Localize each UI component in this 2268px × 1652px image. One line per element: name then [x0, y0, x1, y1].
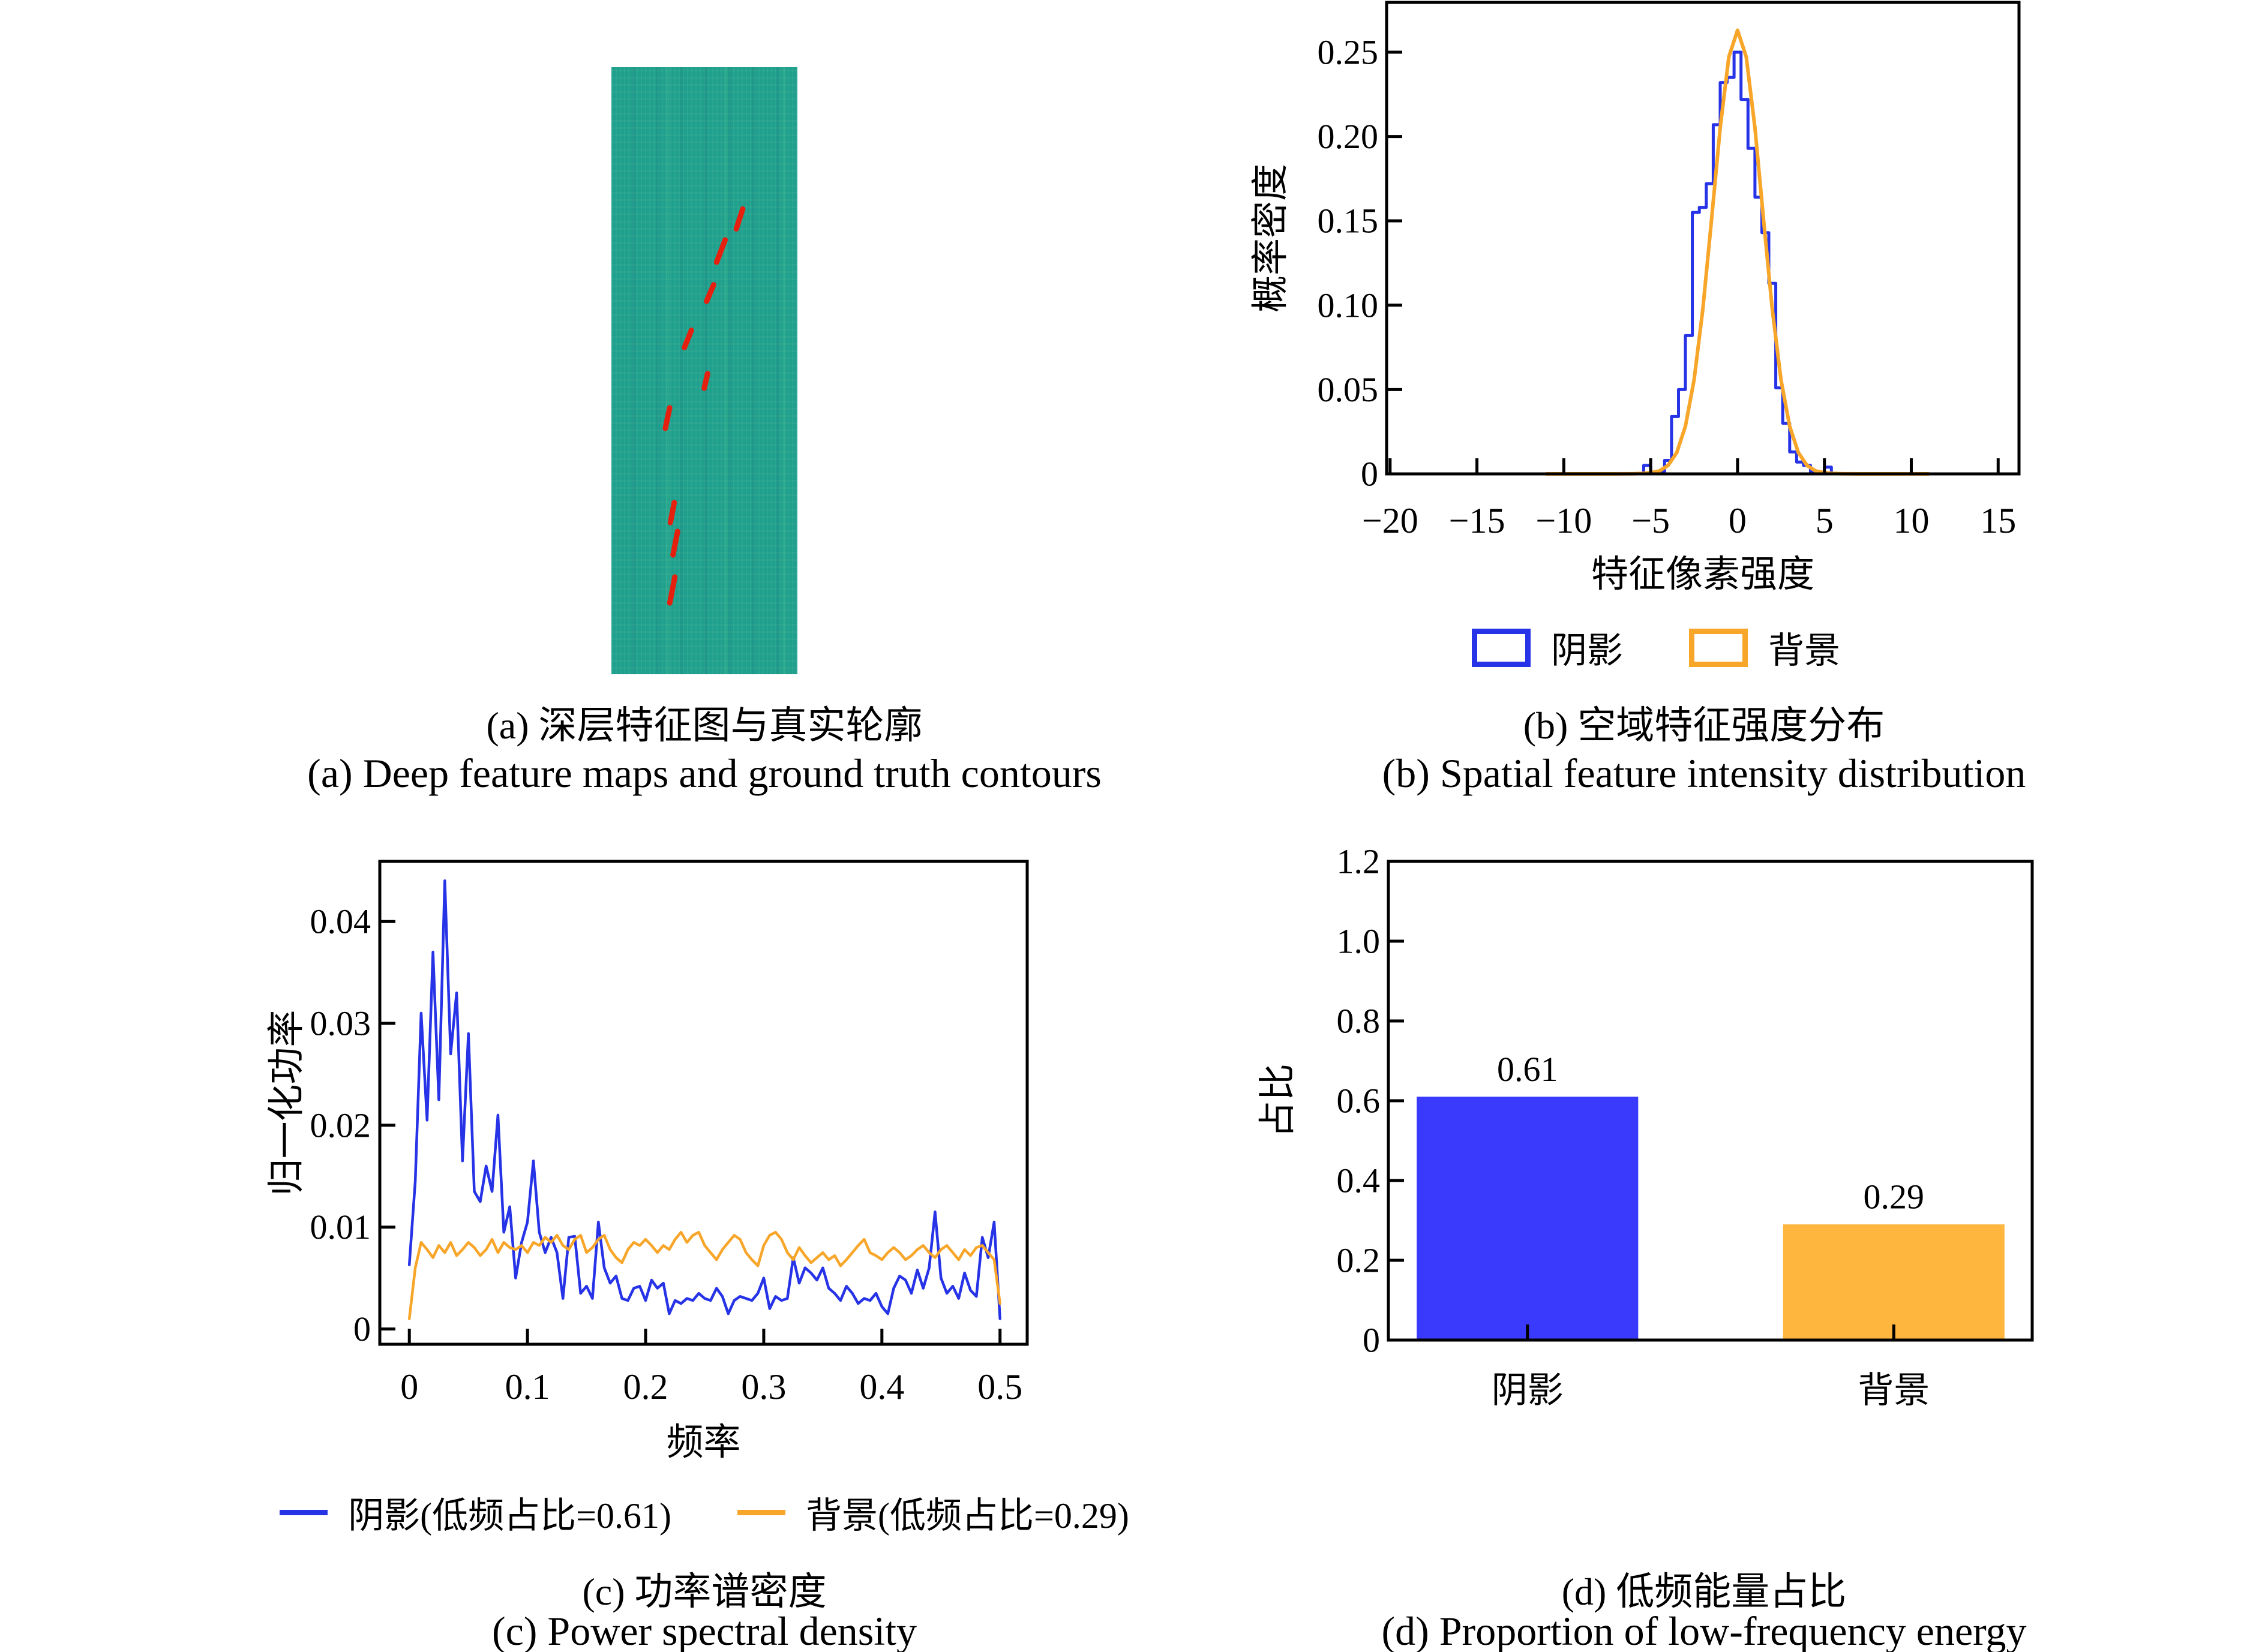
svg-text:归一化功率: 归一化功率 [266, 1010, 307, 1196]
svg-text:0.4: 0.4 [859, 1367, 904, 1407]
svg-text:0.01: 0.01 [310, 1208, 371, 1246]
svg-text:背景: 背景 [1858, 1371, 1930, 1410]
svg-text:概率密度: 概率密度 [1250, 164, 1291, 313]
svg-text:10: 10 [1893, 501, 1929, 540]
legend-label-psd-shadow: 阴影(低频占比=0.61) [348, 1496, 671, 1536]
svg-text:0.15: 0.15 [1318, 202, 1379, 241]
legend-label-background: 背景 [1768, 631, 1840, 671]
shadow-line-swatch-icon [280, 1510, 328, 1515]
svg-text:0: 0 [1363, 1321, 1380, 1360]
svg-text:0.5: 0.5 [977, 1367, 1022, 1407]
svg-text:−20: −20 [1362, 501, 1418, 540]
svg-text:0.29: 0.29 [1864, 1178, 1925, 1217]
caption-b-en: (b) Spatial feature intensity distributi… [1382, 750, 2026, 796]
caption-c-zh: (c) 功率谱密度 [582, 1570, 827, 1613]
caption-d-en: (d) Proportion of low-frequency energy [1381, 1608, 2027, 1652]
svg-text:0.1: 0.1 [505, 1367, 550, 1407]
contour-dash [713, 236, 729, 266]
svg-text:0: 0 [1361, 455, 1378, 494]
svg-text:−5: −5 [1631, 501, 1670, 540]
legend-item-shadow: 阴影 [1472, 621, 1623, 674]
svg-text:1.2: 1.2 [1337, 842, 1381, 881]
contour-dash [666, 573, 678, 606]
svg-text:0.05: 0.05 [1318, 370, 1379, 409]
svg-text:0.04: 0.04 [310, 902, 371, 941]
energy-bar-chart: 0.61 0.29 阴影 背景 0 0.2 0.4 0.6 0.8 1.0 1.2 占比 [1258, 842, 2034, 1410]
legend-label-psd-background: 背景(低频占比=0.29) [806, 1496, 1129, 1536]
caption-d-zh: (d) 低频能量占比 [1561, 1570, 1847, 1613]
spatial-distribution-legend: 阴影 背景 [1224, 621, 2088, 674]
svg-text:占比: 占比 [1258, 1064, 1298, 1138]
svg-text:0: 0 [400, 1367, 418, 1407]
svg-text:−10: −10 [1535, 501, 1592, 540]
svg-text:频率: 频率 [666, 1422, 740, 1463]
svg-text:0.10: 0.10 [1318, 286, 1379, 325]
contour-dash [703, 281, 718, 305]
svg-text:−15: −15 [1449, 501, 1505, 540]
svg-text:0.8: 0.8 [1337, 1002, 1381, 1041]
svg-text:0: 0 [1729, 501, 1747, 540]
svg-text:0.4: 0.4 [1337, 1161, 1381, 1200]
svg-text:特征像素强度: 特征像素强度 [1591, 554, 1814, 595]
contour-dash [669, 528, 681, 558]
shadow-histogram-swatch-icon [1472, 628, 1531, 667]
caption-a-zh: (a) 深层特征图与真实轮廓 [486, 704, 923, 747]
legend-item-psd-shadow: 阴影(低频占比=0.61) [280, 1486, 671, 1539]
svg-text:0.2: 0.2 [1337, 1241, 1381, 1280]
contour-dash [662, 404, 673, 432]
svg-text:15: 15 [1980, 501, 2016, 540]
feature-map [611, 67, 797, 674]
contour-dash [667, 499, 677, 526]
background-histogram-swatch-icon [1689, 628, 1748, 667]
caption-b-zh: (b) 空域特征强度分布 [1523, 704, 1885, 747]
background-line-swatch-icon [737, 1510, 785, 1515]
legend-item-background: 背景 [1689, 621, 1840, 674]
spatial-distribution-chart: −20 −15 −10 −5 0 5 10 15 0 0.05 0.10 0.15 0.20 0.25 特征… [1250, 1, 2021, 595]
svg-text:0.3: 0.3 [741, 1367, 786, 1407]
svg-text:0: 0 [353, 1309, 371, 1348]
contour-dash [733, 205, 746, 233]
caption-c-en: (c) Power spectral density [491, 1608, 917, 1652]
svg-text:0.2: 0.2 [623, 1367, 668, 1407]
psd-legend: 阴影(低频占比=0.61) 背景(低频占比=0.29) [179, 1486, 1229, 1539]
caption-a-en: (a) Deep feature maps and ground truth c… [307, 750, 1102, 796]
svg-text:0.03: 0.03 [310, 1004, 371, 1043]
svg-text:0.61: 0.61 [1497, 1050, 1558, 1089]
svg-text:阴影: 阴影 [1492, 1371, 1564, 1410]
legend-item-psd-background: 背景(低频占比=0.29) [737, 1486, 1129, 1539]
svg-text:0.25: 0.25 [1318, 32, 1379, 71]
legend-label-shadow: 阴影 [1551, 631, 1623, 671]
svg-text:0.20: 0.20 [1318, 117, 1379, 156]
svg-text:0.02: 0.02 [310, 1106, 371, 1145]
svg-text:1.0: 1.0 [1337, 922, 1381, 961]
svg-text:5: 5 [1816, 501, 1834, 540]
psd-chart: 0 0.1 0.2 0.3 0.4 0.5 0 0.01 0.02 0.03 0.04 频率 归一化功率 [266, 860, 1029, 1463]
svg-text:0.6: 0.6 [1337, 1082, 1381, 1121]
contour-dash [701, 370, 711, 392]
contour-dash [680, 327, 695, 352]
